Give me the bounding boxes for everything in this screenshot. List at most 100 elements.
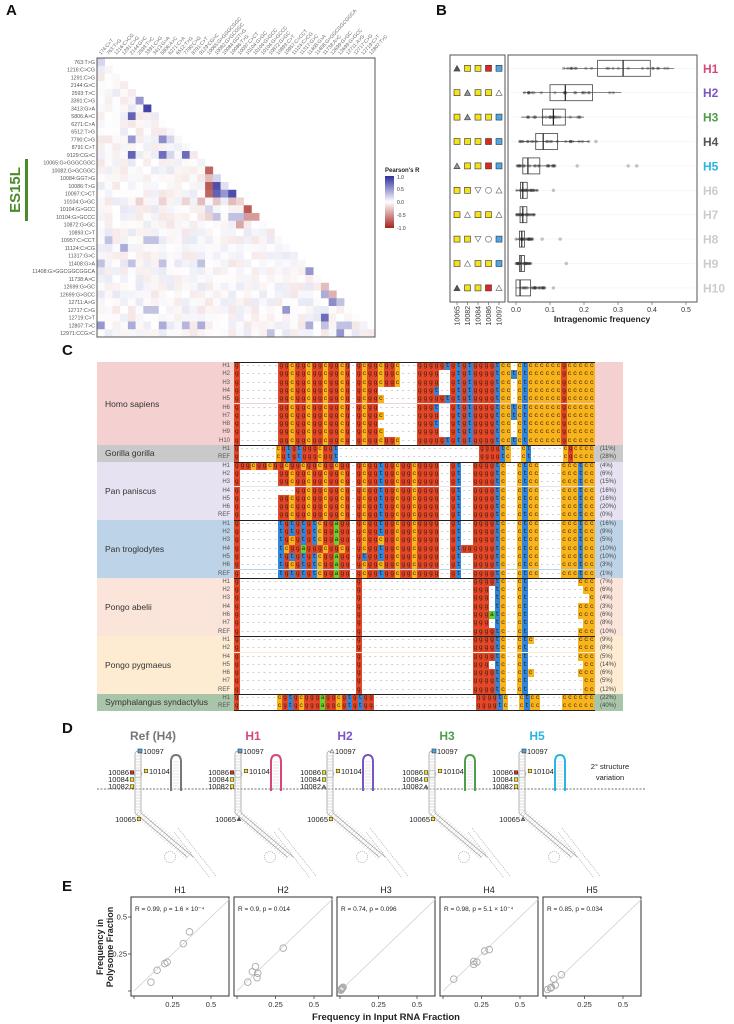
alignment-cell: - bbox=[267, 378, 273, 387]
alignment-cell: g bbox=[295, 503, 301, 512]
base-pair bbox=[266, 836, 274, 844]
alignment-cell: - bbox=[539, 577, 545, 587]
alignment-cell: c bbox=[533, 395, 540, 404]
alignment-cell: g bbox=[372, 362, 379, 371]
alignment-cell: c bbox=[544, 403, 551, 412]
alignment-cell: - bbox=[444, 503, 451, 512]
alignment-cell: - bbox=[311, 635, 318, 645]
alignment-cell: c bbox=[378, 561, 384, 570]
alignment-cell: g bbox=[489, 569, 495, 578]
heatmap-cell bbox=[112, 313, 121, 322]
alignment-cell: - bbox=[572, 586, 578, 595]
heatmap-cell bbox=[197, 205, 206, 214]
marker-10104 bbox=[527, 768, 533, 774]
alignment-cell: g bbox=[489, 428, 495, 437]
alignment-cell: g bbox=[372, 395, 379, 404]
alignment-cell: t bbox=[577, 519, 584, 528]
alignment-cell: c bbox=[589, 370, 595, 379]
haplotype-label: H6 bbox=[222, 670, 230, 677]
data-point bbox=[581, 91, 585, 95]
alignment-cell: - bbox=[444, 536, 451, 545]
alignment-cell: - bbox=[511, 677, 517, 686]
marker-10082 bbox=[513, 784, 519, 789]
data-point bbox=[529, 188, 533, 192]
alignment-cell: - bbox=[394, 611, 401, 620]
alignment-cell: c bbox=[589, 652, 595, 661]
alignment-cell: t bbox=[494, 602, 501, 611]
heatmap-cell bbox=[305, 329, 314, 338]
heatmap-cell bbox=[259, 306, 268, 315]
heatmap-cell bbox=[97, 228, 106, 237]
x-tick-label: 0.2 bbox=[579, 307, 589, 314]
alignment-cell: - bbox=[317, 602, 323, 611]
data-point bbox=[518, 139, 522, 144]
genotype-symbol-tri-gray bbox=[453, 162, 461, 169]
alignment-cell: g bbox=[344, 511, 351, 520]
heatmap-cell bbox=[104, 81, 113, 90]
alignment-cell: - bbox=[378, 577, 384, 587]
heatmap-cell bbox=[212, 205, 221, 214]
alignment-cell: - bbox=[389, 420, 395, 429]
heatmap-cell bbox=[166, 228, 175, 237]
alignment-cell: - bbox=[444, 528, 451, 537]
alignment-cell: c bbox=[516, 644, 523, 653]
alignment-cell: - bbox=[278, 486, 284, 495]
base-pair bbox=[269, 838, 276, 846]
alignment-cell: c bbox=[516, 428, 523, 437]
panel-label-e: E bbox=[62, 878, 73, 895]
hairpin-loop bbox=[548, 851, 560, 863]
alignment-cell: - bbox=[555, 660, 562, 670]
alignment-cell: g bbox=[372, 478, 379, 487]
alignment-cell: g bbox=[344, 420, 351, 429]
alignment-cell: - bbox=[278, 611, 284, 620]
alignment-cell: - bbox=[256, 552, 262, 562]
heatmap-cell bbox=[205, 189, 214, 198]
alignment-cell: - bbox=[317, 594, 323, 603]
alignment-cell: c bbox=[583, 536, 589, 545]
alignment-cell: g bbox=[417, 436, 423, 445]
heatmap-cell bbox=[274, 275, 283, 284]
heatmap-cell bbox=[297, 267, 306, 276]
y-tick-label: 0.25 bbox=[112, 950, 127, 959]
alignment-cell: - bbox=[533, 602, 540, 611]
alignment-cell: - bbox=[283, 602, 290, 611]
alignment-cell: - bbox=[250, 577, 257, 587]
alignment-cell: t bbox=[455, 503, 462, 512]
alignment-cell: c bbox=[573, 453, 579, 462]
data-point bbox=[589, 66, 594, 70]
heatmap-cell bbox=[189, 259, 198, 268]
alignment-cell: - bbox=[555, 669, 562, 678]
position-label: 10086 bbox=[486, 306, 493, 326]
alignment-cell: c bbox=[516, 619, 523, 628]
alignment-cell: g bbox=[422, 486, 429, 495]
alignment-cell: - bbox=[400, 644, 406, 653]
alignment-cell: g bbox=[363, 702, 369, 711]
data-point bbox=[529, 188, 533, 192]
alignment-cell: - bbox=[515, 445, 522, 454]
heatmap-cell bbox=[127, 143, 136, 152]
alignment-cell: - bbox=[466, 519, 473, 528]
heatmap-cell bbox=[143, 259, 152, 268]
alignment-cell: t bbox=[522, 627, 528, 636]
heatmap-cell bbox=[236, 275, 245, 284]
alignment-cell: - bbox=[267, 552, 273, 562]
heatmap-cell bbox=[127, 298, 136, 307]
alignment-cell: c bbox=[322, 428, 329, 437]
data-point bbox=[583, 91, 587, 95]
alignment-cell: c bbox=[544, 428, 551, 437]
haplotype-label: H7 bbox=[222, 620, 230, 627]
alignment-cell: - bbox=[540, 702, 546, 711]
alignment-cell: c bbox=[572, 702, 578, 711]
alignment-cell: - bbox=[295, 619, 301, 628]
heatmap-cell bbox=[344, 321, 353, 330]
heatmap-cell bbox=[290, 282, 299, 291]
alignment-cell: g bbox=[341, 702, 347, 711]
alignment-cell: - bbox=[511, 420, 517, 429]
alignment-cell: - bbox=[455, 660, 462, 670]
alignment-cell: c bbox=[550, 395, 556, 404]
alignment-cell: c bbox=[527, 494, 534, 504]
position-label: 10104 bbox=[443, 767, 464, 776]
heatmap-cell bbox=[104, 158, 113, 167]
alignment-cell: - bbox=[256, 403, 262, 412]
